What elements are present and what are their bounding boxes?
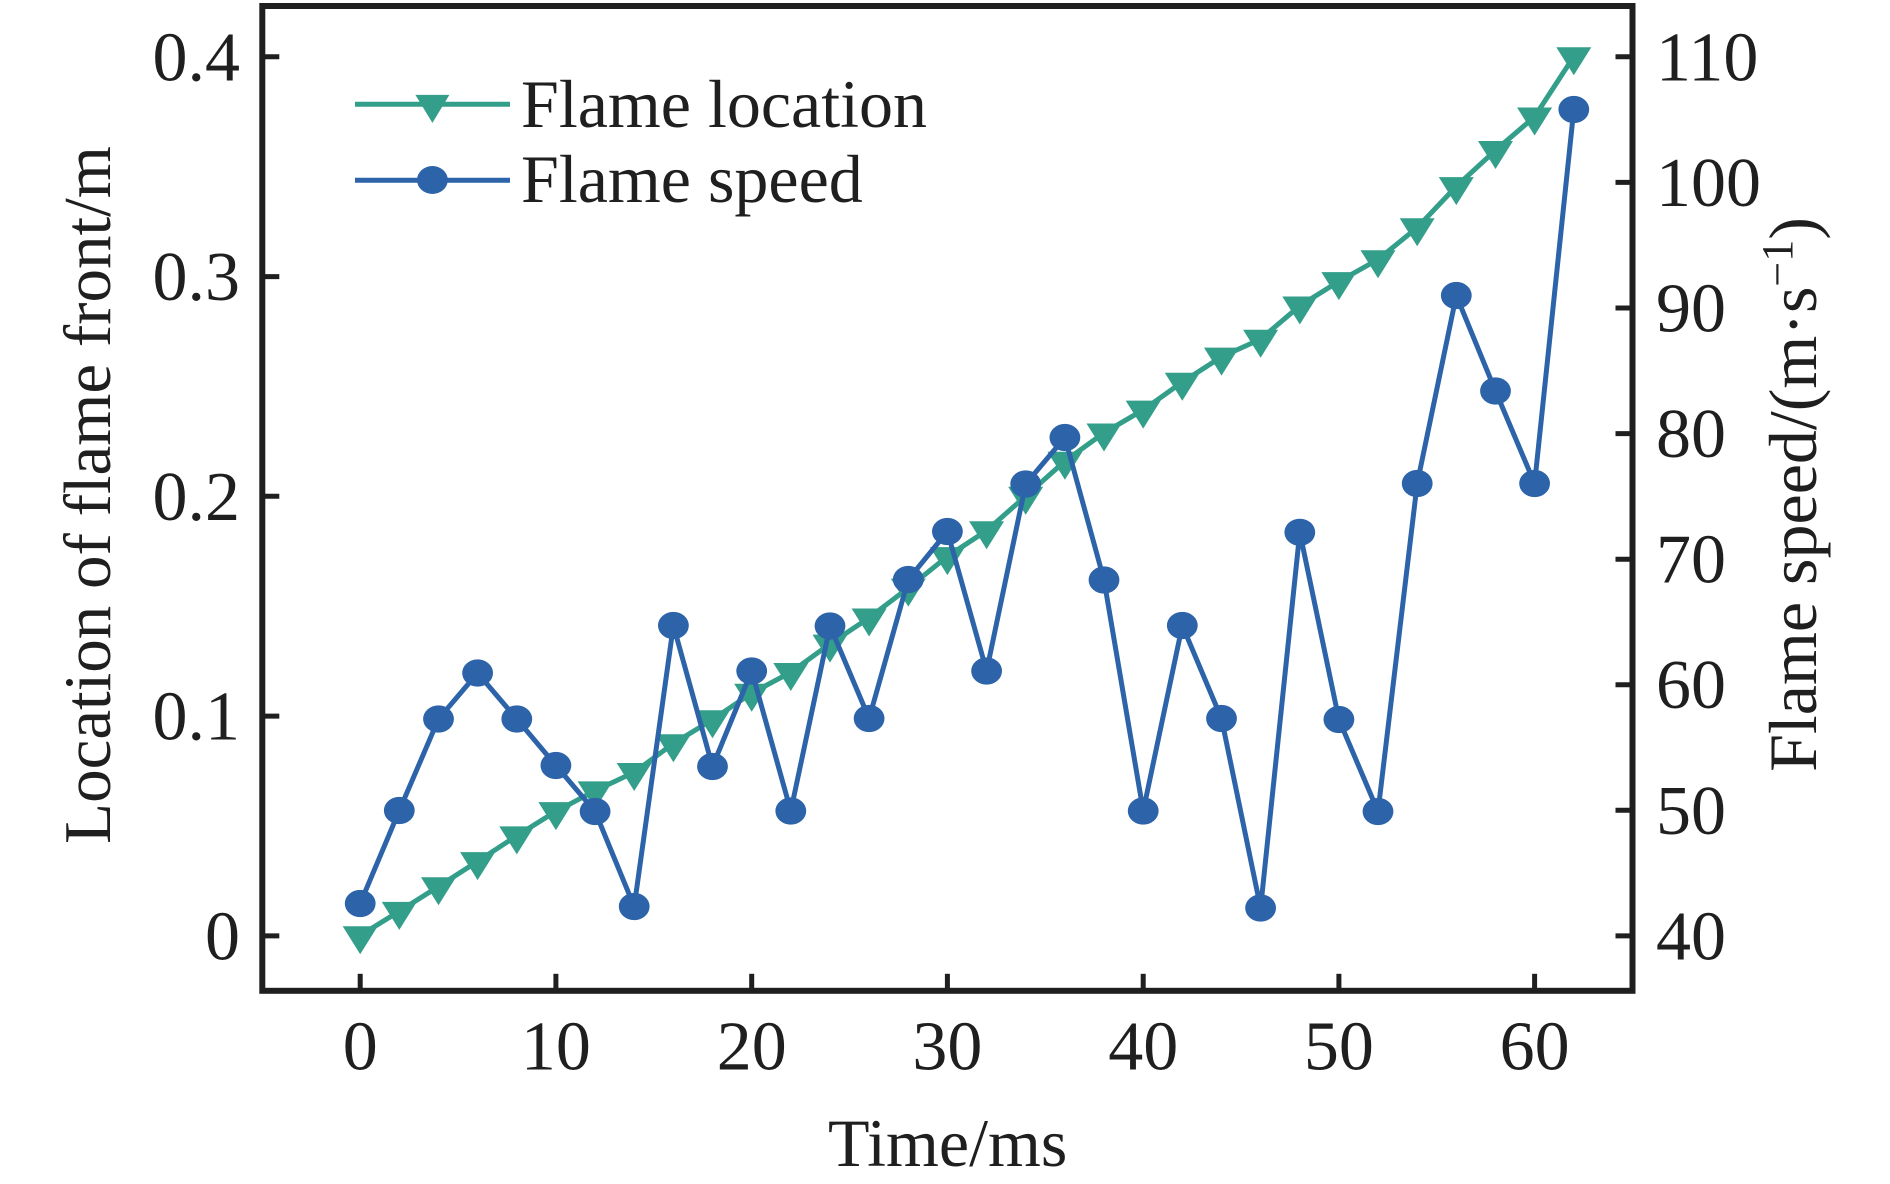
svg-text:0.1: 0.1 [153,679,241,756]
svg-text:0.2: 0.2 [153,459,241,536]
svg-text:40: 40 [1108,1009,1178,1086]
svg-text:0.4: 0.4 [153,19,241,96]
svg-text:Flame speed/(m·s−1): Flame speed/(m·s−1) [1753,217,1831,772]
svg-text:60: 60 [1656,647,1726,724]
svg-text:40: 40 [1656,898,1726,975]
svg-text:110: 110 [1656,19,1758,96]
svg-text:70: 70 [1656,522,1726,599]
svg-text:100: 100 [1656,145,1761,222]
svg-text:Time/ms: Time/ms [828,1105,1067,1181]
svg-text:30: 30 [912,1009,982,1086]
svg-text:50: 50 [1656,773,1726,850]
svg-text:0: 0 [205,898,240,975]
svg-text:60: 60 [1500,1009,1570,1086]
svg-text:10: 10 [521,1009,591,1086]
svg-text:Flame speed: Flame speed [521,141,863,217]
svg-text:50: 50 [1304,1009,1374,1086]
svg-text:90: 90 [1656,271,1726,348]
svg-text:0.3: 0.3 [153,239,241,316]
svg-text:0: 0 [343,1009,378,1086]
svg-text:20: 20 [717,1009,787,1086]
svg-text:Flame location: Flame location [521,66,927,142]
svg-text:Location of flame front/m: Location of flame front/m [51,146,125,844]
svg-text:80: 80 [1656,396,1726,473]
